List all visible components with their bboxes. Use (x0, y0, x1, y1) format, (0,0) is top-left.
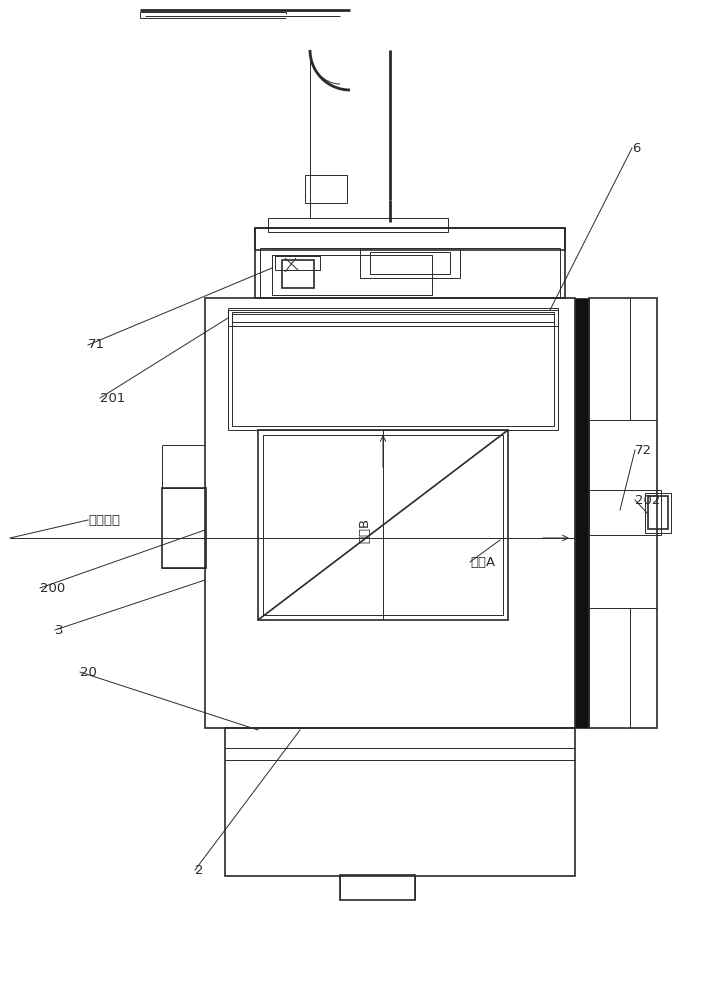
Bar (228, 310, 558, 430)
Bar (268, 218, 448, 232)
Bar (575, 298, 589, 728)
Text: 3: 3 (55, 624, 64, 637)
Text: 2: 2 (195, 863, 203, 876)
Bar (282, 260, 314, 288)
Bar (205, 298, 575, 728)
Text: 202: 202 (635, 493, 660, 506)
Text: 71: 71 (88, 338, 105, 352)
Bar (370, 252, 450, 274)
Text: 光路A: 光路A (470, 556, 495, 568)
Bar (263, 435, 503, 615)
Bar (360, 248, 460, 278)
Bar (305, 175, 347, 203)
Bar (225, 728, 575, 876)
Bar (275, 256, 320, 270)
Bar (255, 228, 565, 298)
Bar (258, 430, 508, 620)
Bar (645, 493, 671, 533)
Text: 201: 201 (100, 391, 125, 404)
Bar (232, 312, 554, 322)
Bar (648, 496, 668, 529)
Bar (228, 308, 558, 326)
Text: 6: 6 (632, 141, 640, 154)
Bar (260, 248, 560, 298)
Text: 光路B: 光路B (358, 517, 371, 543)
Text: 入射光线: 入射光线 (88, 514, 120, 526)
Bar (162, 488, 206, 568)
Bar (255, 228, 565, 250)
Bar (589, 298, 657, 728)
Bar (272, 255, 432, 295)
Text: 200: 200 (40, 582, 65, 594)
Text: 20: 20 (80, 666, 97, 678)
Bar (340, 875, 415, 900)
Bar (589, 490, 661, 535)
Bar (232, 314, 554, 426)
Text: 72: 72 (635, 444, 652, 456)
